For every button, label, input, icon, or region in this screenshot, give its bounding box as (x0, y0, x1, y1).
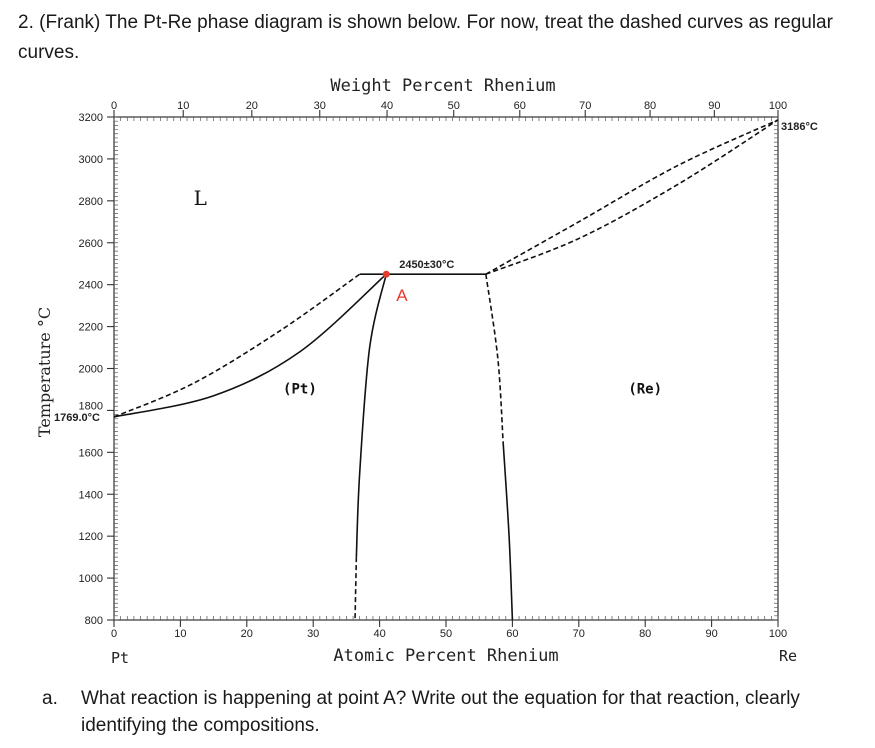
end-label-pt: Pt (111, 649, 129, 667)
y-tick-label: 2200 (79, 322, 103, 334)
phase-diagram: 0 10 20 30 40 50 60 70 80 90 1000 10 20 30 40 50 60 70 80 9… (35, 76, 818, 667)
y-tick-label: 800 (85, 615, 103, 627)
top-tick-label: 70 (579, 100, 591, 112)
region-label: (Re) (628, 382, 662, 398)
y-tick-label: 2400 (79, 280, 103, 292)
curve-solvus-re-lower (502, 441, 514, 621)
y-tick-label: 2800 (79, 196, 103, 208)
top-tick-label: 50 (448, 100, 460, 112)
y-tick-label: 2600 (79, 238, 103, 250)
curve-solidus-pt (113, 273, 387, 418)
curve-liquidus-re (485, 119, 779, 275)
y-tick-label: 1800 (79, 400, 103, 412)
x-tick-label: 100 (769, 628, 787, 640)
plot-frame (113, 116, 779, 621)
top-tick-label: 60 (514, 100, 526, 112)
y-tick-label: 1200 (79, 531, 103, 543)
x-tick-label: 0 (111, 628, 117, 640)
region-label: L (194, 186, 207, 210)
x-tick-label: 80 (639, 628, 651, 640)
subquestion-label: a. (42, 688, 58, 709)
point-a-marker (382, 270, 390, 278)
y-tick-label: 2000 (79, 364, 103, 376)
x-tick-label: 50 (440, 628, 452, 640)
top-tick-label: 90 (708, 100, 720, 112)
question-text: 2. (Frank) The Pt-Re phase diagram is sh… (18, 12, 833, 63)
point-a-label: A (396, 286, 408, 305)
end-label-re: Re (779, 647, 797, 665)
top-tick-label: 10 (177, 100, 189, 112)
pt-melting-label: 1769.0°C (54, 412, 100, 424)
re-melting-label: 3186°C (781, 121, 818, 133)
top-tick-label: 80 (644, 100, 656, 112)
curve-liquidus-pt (113, 273, 361, 418)
minor-ticks (113, 116, 779, 621)
curve-solvus-pt-low (354, 557, 358, 621)
top-axis-label: Weight Percent Rhenium (330, 76, 555, 96)
y-tick-label: 1600 (79, 447, 103, 459)
y-tick-label: 1400 (79, 489, 103, 501)
y-tick-label: 3000 (79, 154, 103, 166)
y-axis-label: Temperature °C (35, 307, 54, 437)
top-tick-label: 30 (314, 100, 326, 112)
top-tick-label: 40 (381, 100, 393, 112)
top-tick-label: 20 (246, 100, 258, 112)
x-tick-label: 90 (705, 628, 717, 640)
x-tick-label: 60 (506, 628, 518, 640)
top-tick-label: 0 (111, 100, 117, 112)
curve-solvus-re-upper (485, 274, 504, 442)
y-tick-label: 3200 (79, 112, 103, 124)
curve-solidus-re (485, 119, 779, 275)
curve-solvus-pt (355, 274, 388, 558)
x-axis-label: Atomic Percent Rhenium (333, 646, 558, 666)
x-tick-label: 40 (373, 628, 385, 640)
region-label: (Pt) (283, 382, 317, 398)
x-tick-label: 20 (241, 628, 253, 640)
x-tick-label: 70 (573, 628, 585, 640)
peritectic-label: 2450±30°C (399, 259, 454, 271)
x-tick-label: 30 (307, 628, 319, 640)
subquestion-text: What reaction is happening at point A? W… (81, 688, 800, 736)
top-tick-label: 100 (769, 100, 787, 112)
y-tick-label: 1000 (79, 573, 103, 585)
x-tick-label: 10 (174, 628, 186, 640)
